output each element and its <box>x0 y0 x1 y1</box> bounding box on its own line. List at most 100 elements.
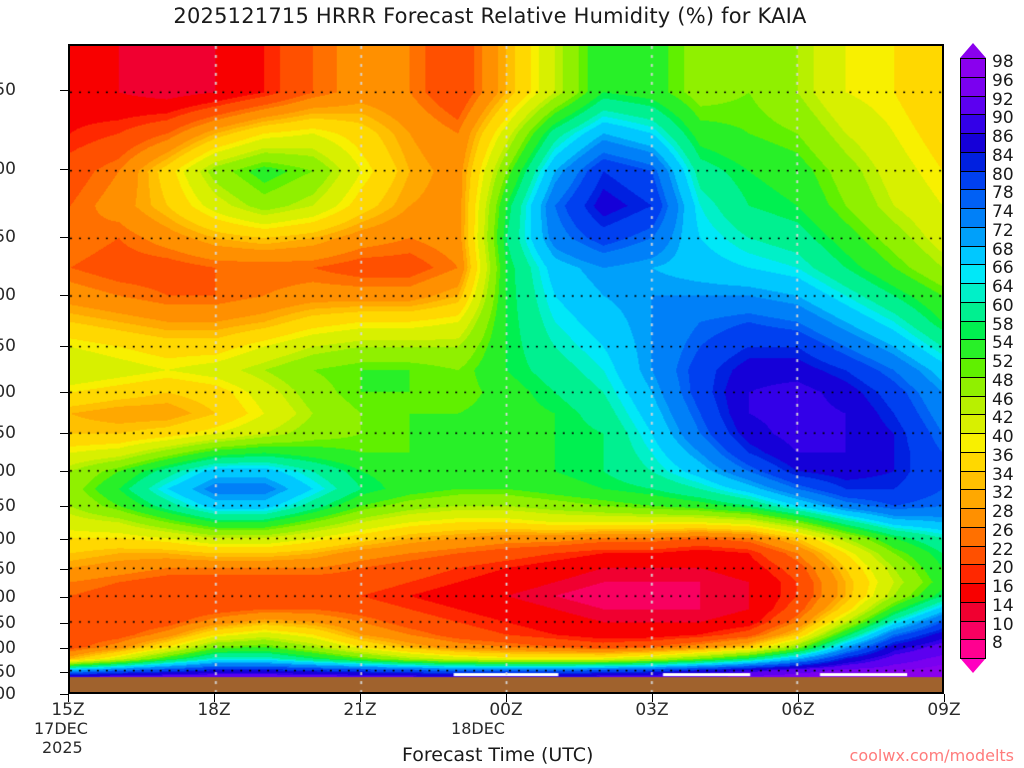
y-axis-tick-label: 950 <box>0 661 16 682</box>
y-axis-tick-label: 400 <box>0 284 16 305</box>
colorbar-tick-label: 80 <box>992 164 1014 185</box>
colorbar-segment <box>960 620 986 641</box>
relative-humidity-contour-field <box>70 46 942 692</box>
colorbar-segment <box>960 151 986 172</box>
y-axis-tick-label: 450 <box>0 336 16 357</box>
x-axis-start-date: 17DEC <box>34 719 88 738</box>
colorbar-segment <box>960 95 986 116</box>
colorbar-segment <box>960 358 986 378</box>
colorbar-segment <box>960 114 986 134</box>
colorbar-segment <box>960 376 986 397</box>
y-axis-tick-mark <box>60 694 68 695</box>
y-axis-tick-mark <box>60 648 68 649</box>
x-axis-title: Forecast Time (UTC) <box>402 744 594 766</box>
y-axis-tick-label: 600 <box>0 461 16 482</box>
colorbar-tick-label: 90 <box>992 108 1014 129</box>
page-title: 2025121715 HRRR Forecast Relative Humidi… <box>173 4 807 28</box>
colorbar-segment <box>960 133 986 153</box>
y-axis-tick-mark <box>60 433 68 434</box>
colorbar-segment <box>960 414 986 434</box>
colorbar-segment <box>960 301 986 322</box>
y-axis-tick-mark <box>60 471 68 472</box>
colorbar-tick-label: 46 <box>992 389 1014 410</box>
colorbar-segment <box>960 470 986 491</box>
y-axis-tick-label: 750 <box>0 558 16 579</box>
colorbar-tick-label: 32 <box>992 483 1014 504</box>
y-axis-tick-label: 250 <box>0 79 16 100</box>
colorbar-segment <box>960 76 986 97</box>
colorbar <box>960 43 986 673</box>
colorbar-segment <box>960 226 986 247</box>
x-axis-tick-label: 21Z <box>343 700 377 720</box>
colorbar-tick-label: 54 <box>992 333 1014 354</box>
colorbar-tick-label: 48 <box>992 370 1014 391</box>
contour-plot-area <box>68 44 944 694</box>
colorbar-segment <box>960 58 986 78</box>
colorbar-segment <box>960 339 986 359</box>
colorbar-tick-label: 84 <box>992 145 1014 166</box>
y-axis-tick-mark <box>60 392 68 393</box>
colorbar-tick-label: 16 <box>992 577 1014 598</box>
x-axis-tick-label: 06Z <box>781 700 815 720</box>
colorbar-tick-label: 58 <box>992 314 1014 335</box>
colorbar-tick-label: 74 <box>992 202 1014 223</box>
site-watermark: coolwx.com/modelts <box>849 746 1014 765</box>
colorbar-bottom-arrow <box>960 658 986 673</box>
x-axis-tick-mark <box>798 694 799 702</box>
y-axis-tick-mark <box>60 237 68 238</box>
colorbar-tick-label: 10 <box>992 614 1014 635</box>
colorbar-top-arrow <box>960 43 986 58</box>
y-axis-tick-label: 500 <box>0 381 16 402</box>
x-axis-tick-mark <box>652 694 653 702</box>
x-axis-tick-mark <box>360 694 361 702</box>
y-axis-tick-mark <box>60 169 68 170</box>
colorbar-segment <box>960 526 986 547</box>
colorbar-tick-label: 60 <box>992 295 1014 316</box>
x-axis-tick-label: 03Z <box>635 700 669 720</box>
x-axis-tick-mark <box>944 694 945 702</box>
y-axis-tick-mark <box>60 295 68 296</box>
y-axis-tick-mark <box>60 346 68 347</box>
colorbar-segment <box>960 583 986 603</box>
colorbar-tick-label: 14 <box>992 595 1014 616</box>
colorbar-segment <box>960 639 986 659</box>
y-axis-tick-mark <box>60 623 68 624</box>
colorbar-tick-label: 36 <box>992 445 1014 466</box>
colorbar-segment <box>960 508 986 528</box>
colorbar-segment <box>960 395 986 416</box>
colorbar-segment <box>960 189 986 209</box>
colorbar-tick-label: 20 <box>992 558 1014 579</box>
x-axis-tick-mark <box>506 694 507 702</box>
colorbar-tick-label: 52 <box>992 352 1014 373</box>
colorbar-tick-label: 40 <box>992 427 1014 448</box>
colorbar-tick-label: 28 <box>992 502 1014 523</box>
y-axis-tick-mark <box>60 569 68 570</box>
colorbar-tick-label: 78 <box>992 183 1014 204</box>
colorbar-segment <box>960 433 986 453</box>
colorbar-segment <box>960 564 986 584</box>
colorbar-tick-label: 92 <box>992 89 1014 110</box>
y-axis-tick-mark <box>60 597 68 598</box>
colorbar-segment <box>960 451 986 472</box>
y-axis-tick-label: 350 <box>0 226 16 247</box>
y-axis-tick-mark <box>60 539 68 540</box>
y-axis-tick-mark <box>60 90 68 91</box>
colorbar-segment <box>960 170 986 191</box>
colorbar-tick-label: 42 <box>992 408 1014 429</box>
y-axis-tick-mark <box>60 506 68 507</box>
x-axis-tick-mark <box>214 694 215 702</box>
colorbar-tick-label: 86 <box>992 127 1014 148</box>
colorbar-segment <box>960 208 986 228</box>
x-axis-tick-label: 15Z <box>51 700 85 720</box>
colorbar-segment <box>960 264 986 284</box>
y-axis-tick-label: 900 <box>0 638 16 659</box>
y-axis-tick-label: 1000 <box>0 684 16 704</box>
colorbar-segment <box>960 283 986 303</box>
colorbar-segment <box>960 245 986 266</box>
y-axis-tick-label: 300 <box>0 159 16 180</box>
colorbar-tick-label: 98 <box>992 52 1014 73</box>
y-axis-tick-label: 850 <box>0 613 16 634</box>
y-axis-tick-label: 800 <box>0 586 16 607</box>
colorbar-tick-label: 8 <box>992 633 1003 654</box>
colorbar-tick-label: 96 <box>992 70 1014 91</box>
